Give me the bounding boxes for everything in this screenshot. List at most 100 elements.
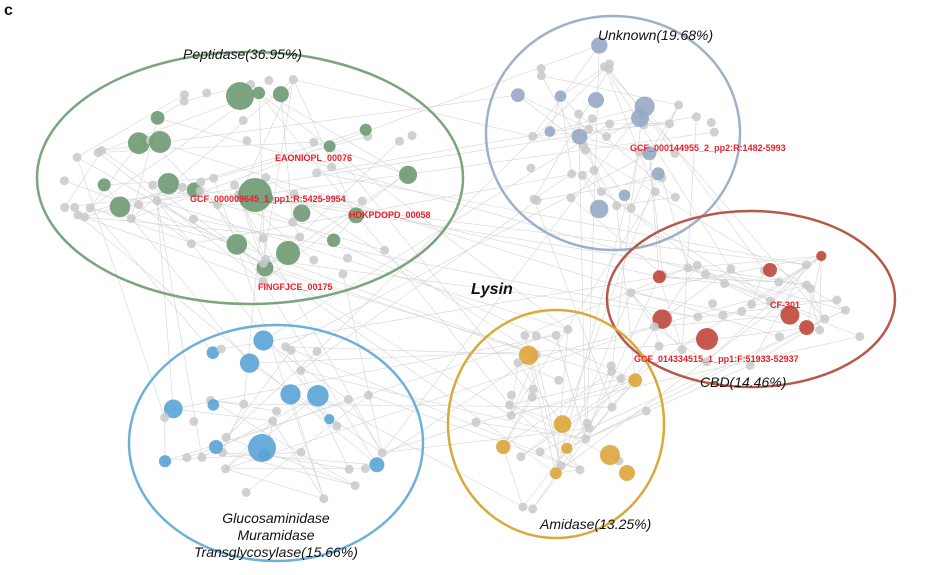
protein-nodes [59,37,865,514]
network-edge [150,140,780,337]
glucosaminidase-node [206,346,220,360]
network-edge [368,394,581,470]
glucosaminidase-node [360,464,370,473]
cbd-node [718,310,728,320]
peptidase-hub-node [226,82,254,110]
amidase-node [641,406,651,416]
glucosaminidase-cluster-boundary [127,323,425,563]
unknown-node [626,203,636,213]
network-edge [225,326,655,470]
network-edge [533,173,572,200]
peptidase-node [407,131,417,141]
network-edge [687,267,846,311]
peptidase-node [238,115,248,125]
network-edge [588,365,612,429]
peptidase-node [134,200,144,210]
glucosaminidase-node [239,353,260,373]
peptidase-node [398,165,418,184]
peptidase-node [186,239,196,249]
cbd-node [745,360,755,370]
network-edge [630,255,822,293]
network-edge [517,362,563,425]
network-edge [316,63,610,352]
network-edge [265,259,698,318]
cbd-node [766,296,775,306]
cbd-node [774,277,784,287]
network-edge [749,264,807,366]
network-edge [290,394,325,499]
unknown-node [536,64,546,73]
unknown-node [596,187,606,197]
network-edge [522,423,588,508]
unknown-node [571,128,588,145]
peptidase-node [230,180,240,190]
glucosaminidase-node [364,390,373,400]
network-edge [562,173,659,425]
network-edge [156,200,512,416]
peptidase-node [309,255,319,265]
cbd-node [720,279,730,289]
network-edge [150,140,266,260]
network-edge [578,113,586,440]
network-edge [101,150,556,474]
peptidase-node [127,132,150,155]
peptidase-node [226,234,248,255]
network-edge [536,354,562,466]
glucosaminidase-node [207,399,220,411]
peptidase-node [258,259,268,268]
glucosaminidase-node [369,457,385,473]
amidase-node [607,402,617,412]
amidase-node [516,452,526,462]
network-edge [225,468,324,499]
network-edge [560,96,572,174]
peptidase-node [179,90,189,100]
glucosaminidase-node [253,330,274,351]
network-edge [654,326,707,363]
glucosaminidase-node [272,406,282,416]
network-edge [528,355,557,474]
network-edge [156,200,174,409]
network-edge [246,394,369,493]
network-edge [778,281,807,286]
network-edge [156,200,203,458]
network-edge [533,68,610,200]
glucosaminidase-node [286,345,296,355]
unknown-node [544,126,556,137]
peptidase-node [288,217,298,227]
peptidase-hub-node [276,241,300,265]
cbd-node [747,300,757,309]
network-edge [659,276,725,284]
unknown-node [584,124,594,134]
peptidase-node [177,182,187,192]
peptidase-node [126,214,136,223]
peptidase-node [293,204,311,222]
network-edge [566,318,825,449]
highlight-label-gcf-000144955: GCF_000144955_2_pp2:R:1482-5993 [630,143,786,153]
highlight-label-eaoniopl: EAONIOPL_00076 [275,153,352,163]
network-edge [225,351,318,438]
network-edge [210,400,356,486]
highlight-label-hdkpdopd: HDKPDOPD_00058 [349,210,431,220]
unknown-node [602,132,611,141]
peptidase-node [323,140,336,153]
panel-letter: c [4,2,13,19]
cbd-node [832,295,842,305]
amidase-node [506,390,516,400]
unknown-node [605,59,615,69]
amidase-node [556,461,566,471]
amidase-node [575,465,585,475]
network-edge [64,180,537,356]
cbd-node [692,260,702,270]
unknown-hub-node [588,92,604,108]
peptidase-node [264,76,274,85]
network-edge [89,143,140,209]
glucosaminidase-node [312,346,322,356]
unknown-node [670,192,680,202]
network-edge [225,437,356,486]
peptidase-node [343,253,353,263]
cbd-node [654,341,664,351]
peptidase-cluster-title: Peptidase(36.95%) [183,46,302,62]
unknown-cluster-title: Unknown(19.68%) [598,27,713,43]
network-edge [222,452,356,486]
